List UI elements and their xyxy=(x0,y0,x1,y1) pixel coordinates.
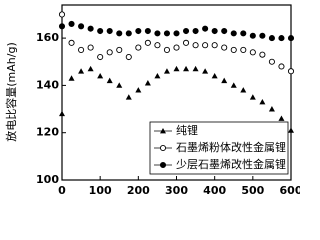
data-point xyxy=(163,46,171,53)
data-point xyxy=(288,127,294,133)
legend-marker xyxy=(159,161,167,169)
data-point xyxy=(192,65,199,72)
x-tick-label: 0 xyxy=(58,184,66,197)
legend-label: 少层石墨烯改性金属锂 xyxy=(176,157,286,171)
data-point xyxy=(259,32,266,39)
data-point xyxy=(68,75,75,81)
data-point xyxy=(144,27,151,35)
data-point xyxy=(116,82,123,88)
data-point xyxy=(163,68,170,74)
data-point xyxy=(58,23,66,30)
data-point xyxy=(106,49,113,56)
data-point xyxy=(125,53,132,61)
data-point xyxy=(68,39,75,46)
data-point xyxy=(135,44,142,51)
y-tick-label: 100 xyxy=(36,173,59,186)
data-point xyxy=(106,77,113,84)
data-point xyxy=(173,44,180,51)
data-point xyxy=(287,35,295,42)
data-point xyxy=(249,32,256,39)
data-point xyxy=(59,110,65,117)
data-point xyxy=(78,46,85,53)
data-point xyxy=(268,58,275,65)
data-point xyxy=(125,94,132,100)
data-point xyxy=(87,44,94,51)
x-tick-label: 600 xyxy=(280,184,300,197)
data-point xyxy=(240,87,247,93)
legend-label: 石墨烯粉体改性金属锂 xyxy=(176,140,286,154)
legend-marker xyxy=(160,128,166,134)
data-point xyxy=(230,30,237,37)
legend-marker xyxy=(159,144,167,152)
y-tick-label: 140 xyxy=(36,78,59,91)
data-point xyxy=(240,46,247,53)
data-point xyxy=(249,49,256,56)
data-point xyxy=(135,87,142,93)
data-point xyxy=(278,115,285,121)
data-point xyxy=(182,39,190,46)
data-point xyxy=(173,65,180,72)
data-point xyxy=(154,42,161,49)
legend-box xyxy=(149,121,289,175)
data-point xyxy=(202,68,209,74)
data-point xyxy=(125,30,132,37)
data-point xyxy=(87,25,94,32)
data-point xyxy=(211,72,218,79)
x-tick-label: 500 xyxy=(241,184,264,197)
data-point xyxy=(97,72,104,79)
x-tick-label: 300 xyxy=(165,184,188,197)
data-point xyxy=(78,23,85,30)
data-point xyxy=(183,65,190,72)
data-point xyxy=(144,80,151,86)
data-point xyxy=(211,27,218,35)
data-point xyxy=(202,25,209,32)
data-point xyxy=(278,35,285,42)
data-point xyxy=(154,72,161,79)
data-point xyxy=(268,106,275,112)
data-point xyxy=(268,35,275,42)
data-point xyxy=(87,65,94,72)
data-point xyxy=(144,39,151,46)
data-point xyxy=(230,82,237,88)
data-point xyxy=(287,68,295,75)
data-point xyxy=(116,46,123,53)
data-point xyxy=(58,11,66,18)
data-point xyxy=(163,30,171,37)
data-point xyxy=(135,27,142,35)
data-point xyxy=(221,77,228,84)
data-point xyxy=(173,30,180,37)
data-point xyxy=(182,27,190,35)
data-point xyxy=(78,68,85,74)
data-point xyxy=(221,27,228,35)
data-point xyxy=(230,46,237,53)
legend-label: 纯锂 xyxy=(176,123,198,137)
y-tick-label: 160 xyxy=(36,31,59,44)
data-point xyxy=(97,53,104,61)
x-tick-label: 400 xyxy=(203,184,226,197)
data-point xyxy=(192,27,199,35)
data-point xyxy=(249,94,256,100)
data-point xyxy=(154,30,161,37)
data-point xyxy=(106,27,113,35)
data-point xyxy=(202,42,209,49)
data-point xyxy=(240,30,247,37)
data-point xyxy=(259,51,266,58)
x-tick-label: 200 xyxy=(127,184,150,197)
data-point xyxy=(259,98,266,105)
y-axis-label: 放电比容量(mAh/g) xyxy=(4,42,18,141)
data-point xyxy=(68,20,75,27)
y-tick-label: 120 xyxy=(36,126,59,139)
x-tick-label: 100 xyxy=(89,184,112,197)
data-point xyxy=(211,42,218,49)
data-point xyxy=(221,44,228,51)
data-point xyxy=(278,63,285,70)
data-point xyxy=(192,42,199,49)
data-point xyxy=(116,30,123,37)
data-point xyxy=(97,27,104,35)
